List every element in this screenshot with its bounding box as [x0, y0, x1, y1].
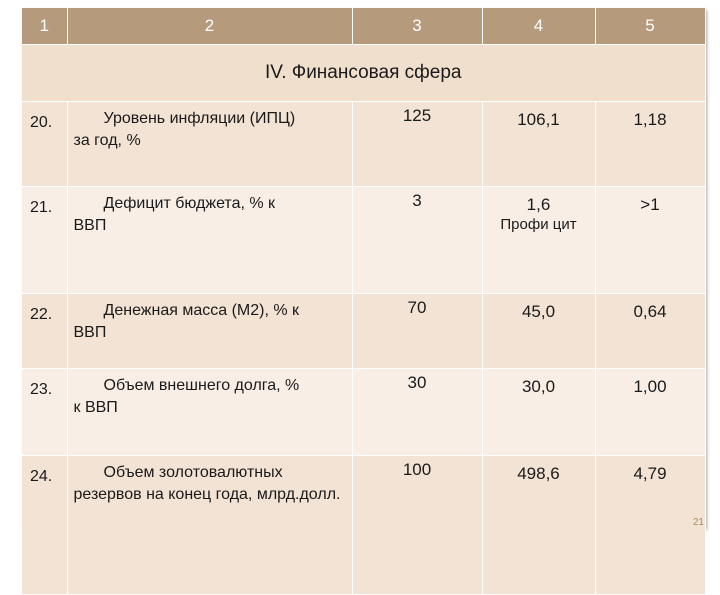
threshold-value: 125: [352, 101, 483, 187]
threshold-value: 30: [352, 368, 483, 456]
header-cell-1: 1: [22, 8, 68, 45]
indicator-label-line2: ВВП: [73, 217, 107, 234]
actual-value-text: 30,0: [521, 377, 556, 396]
header-cell-5: 5: [595, 8, 706, 45]
indicator-label-line1: Объем золотовалютных: [103, 464, 283, 481]
row-number: 20.: [22, 101, 68, 187]
ratio-value: 1,18: [595, 101, 706, 187]
page-number: 21: [692, 517, 704, 528]
section-title: IV. Финансовая сфера: [22, 44, 706, 102]
row-number: 23.: [22, 368, 68, 456]
indicator-label-line1: Объем внешнего долга, %: [103, 377, 300, 394]
indicator-label-line2: за год, %: [73, 132, 141, 149]
actual-value-note: Профи цит: [500, 216, 577, 233]
indicator-label-line2: резервов на конец года, млрд.долл.: [73, 486, 341, 503]
ratio-value: 1,00: [595, 368, 706, 456]
actual-value: 1,6 Профи цит: [482, 186, 596, 294]
actual-value: 45,0: [482, 293, 596, 369]
threshold-value: 3: [352, 186, 483, 294]
indicator-label: Дефицит бюджета, % к ВВП: [67, 186, 353, 294]
indicator-label-line1: Дефицит бюджета, % к: [103, 195, 276, 212]
actual-value-text: 498,6: [517, 464, 560, 483]
slide: 1 2 3 4 5 IV. Финансовая сфера 20. Урове…: [22, 8, 706, 595]
section-row: IV. Финансовая сфера: [22, 44, 706, 102]
indicator-label-line1: Уровень инфляции (ИПЦ): [103, 110, 296, 127]
actual-value: 106,1: [482, 101, 596, 187]
indicator-label-line1: Денежная масса (М2), % к: [103, 302, 300, 319]
actual-value: 498,6: [482, 455, 596, 595]
header-cell-2: 2: [67, 8, 353, 45]
actual-value-text: 45,0: [521, 302, 556, 321]
threshold-value: 70: [352, 293, 483, 369]
actual-value: 30,0: [482, 368, 596, 456]
indicator-label: Объем золотовалютных резервов на конец го…: [67, 455, 353, 595]
table-row: 21. Дефицит бюджета, % к ВВП 3 1,6 Профи ц…: [22, 186, 706, 294]
indicator-label: Уровень инфляции (ИПЦ) за год, %: [67, 101, 353, 187]
table-row: 23. Объем внешнего долга, % к ВВП 30 30,0…: [22, 368, 706, 456]
header-cell-3: 3: [352, 8, 483, 45]
indicator-label-line2: к ВВП: [73, 399, 118, 416]
indicator-label: Денежная масса (М2), % к ВВП: [67, 293, 353, 369]
actual-value-text: 1,6: [526, 195, 551, 214]
header-cell-4: 4: [482, 8, 596, 45]
row-number: 21.: [22, 186, 68, 294]
actual-value-text: 106,1: [517, 110, 560, 129]
indicator-label: Объем внешнего долга, % к ВВП: [67, 368, 353, 456]
table-row: 20. Уровень инфляции (ИПЦ) за год, % 125 …: [22, 101, 706, 187]
ratio-value: 4,79: [595, 455, 706, 595]
ratio-value: 0,64: [595, 293, 706, 369]
table-row: 24. Объем золотовалютных резервов на коне…: [22, 455, 706, 595]
header-row: 1 2 3 4 5: [22, 8, 706, 45]
ratio-value: >1: [595, 186, 706, 294]
indicator-label-line2: ВВП: [73, 324, 107, 341]
threshold-value: 100: [352, 455, 483, 595]
row-number: 22.: [22, 293, 68, 369]
row-number: 24.: [22, 455, 68, 595]
table-row: 22. Денежная масса (М2), % к ВВП 70 45,0 …: [22, 293, 706, 369]
financial-sphere-table: 1 2 3 4 5 IV. Финансовая сфера 20. Урове…: [22, 8, 706, 595]
